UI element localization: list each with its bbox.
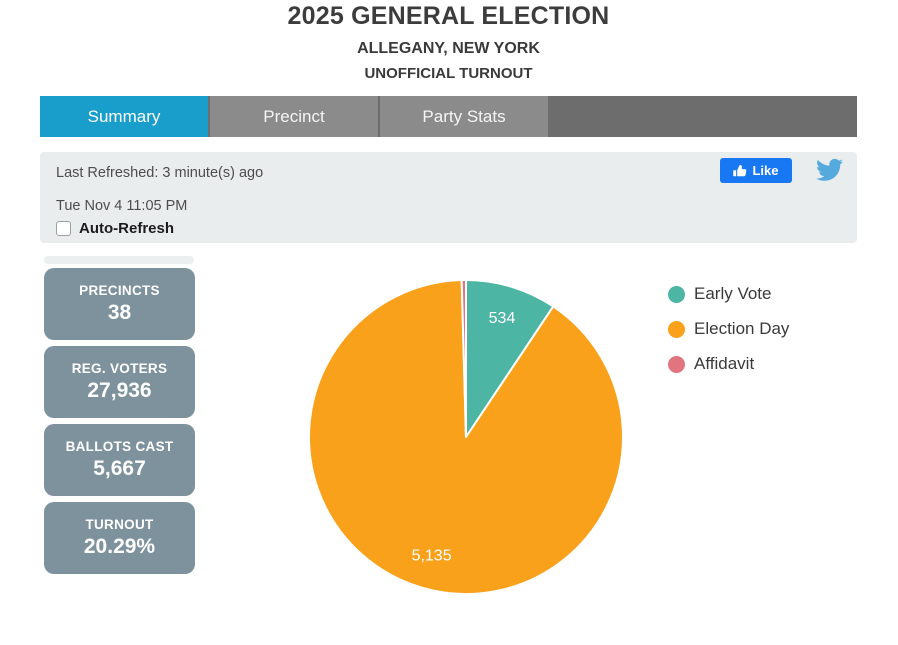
tab-precinct[interactable]: Precinct: [210, 96, 378, 137]
auto-refresh-checkbox[interactable]: [56, 221, 71, 236]
last-refreshed-text: Last Refreshed: 3 minute(s) ago: [56, 165, 264, 181]
stat-box-reg-voters: REG. VOTERS 27,936: [44, 346, 195, 418]
tab-party-stats[interactable]: Party Stats: [380, 96, 548, 137]
twitter-icon[interactable]: [816, 158, 843, 182]
page-subtitle: UNOFFICIAL TURNOUT: [364, 65, 533, 82]
tab-summary[interactable]: Summary: [40, 96, 208, 137]
stat-box-precincts: PRECINCTS 38: [44, 268, 195, 340]
tab-bar: Summary Precinct Party Stats: [40, 96, 857, 137]
turnout-pie-chart[interactable]: 534 5,135: [306, 277, 626, 597]
stat-value: 20.29%: [83, 535, 156, 558]
stat-label: BALLOTS CAST: [65, 439, 174, 454]
legend-swatch-election-day: [668, 320, 685, 338]
legend-swatch-affidavit: [668, 355, 685, 373]
stats-column: PRECINCTS 38 REG. VOTERS 27,936 BALLOTS …: [44, 268, 195, 580]
legend-label: Affidavit: [694, 354, 755, 373]
page-title: 2025 GENERAL ELECTION: [287, 2, 610, 30]
timestamp-text: Tue Nov 4 11:05 PM: [56, 198, 188, 214]
stat-value: 38: [107, 301, 132, 324]
facebook-like-button[interactable]: Like: [720, 158, 792, 183]
chart-legend: Early Vote Election Day Affidavit: [668, 284, 789, 389]
page-header: 2025 GENERAL ELECTION ALLEGANY, NEW YORK…: [40, 0, 857, 82]
page-location: ALLEGANY, NEW YORK: [357, 40, 540, 57]
thumbs-up-icon: [733, 164, 747, 176]
stat-box-ballots-cast: BALLOTS CAST 5,667: [44, 424, 195, 496]
legend-swatch-early-vote: [668, 285, 685, 303]
legend-label: Early Vote: [694, 284, 772, 303]
pie-slice-early-vote[interactable]: [465, 279, 555, 438]
like-button-label: Like: [752, 163, 779, 178]
pie-slice-label: 5,135: [412, 548, 452, 565]
legend-item-early-vote[interactable]: Early Vote: [668, 284, 789, 304]
stat-label: PRECINCTS: [79, 283, 160, 298]
pie-svg[interactable]: 534 5,135: [306, 277, 626, 597]
legend-item-election-day[interactable]: Election Day: [668, 319, 789, 339]
legend-label: Election Day: [694, 319, 790, 338]
legend-item-affidavit[interactable]: Affidavit: [668, 354, 789, 374]
stat-label: TURNOUT: [85, 517, 154, 532]
pie-slice-label: 534: [489, 310, 516, 327]
stat-label: REG. VOTERS: [71, 361, 168, 376]
stat-value: 5,667: [93, 457, 146, 480]
refresh-panel: Last Refreshed: 3 minute(s) ago Tue Nov …: [40, 152, 857, 243]
auto-refresh-row: Auto-Refresh: [56, 220, 841, 237]
stat-value: 27,936: [87, 379, 152, 402]
pie-slice-affidavit[interactable]: [460, 279, 467, 438]
stat-box-turnout: TURNOUT 20.29%: [44, 502, 195, 574]
auto-refresh-label[interactable]: Auto-Refresh: [79, 220, 175, 237]
stat-column-decoration: [44, 256, 194, 264]
